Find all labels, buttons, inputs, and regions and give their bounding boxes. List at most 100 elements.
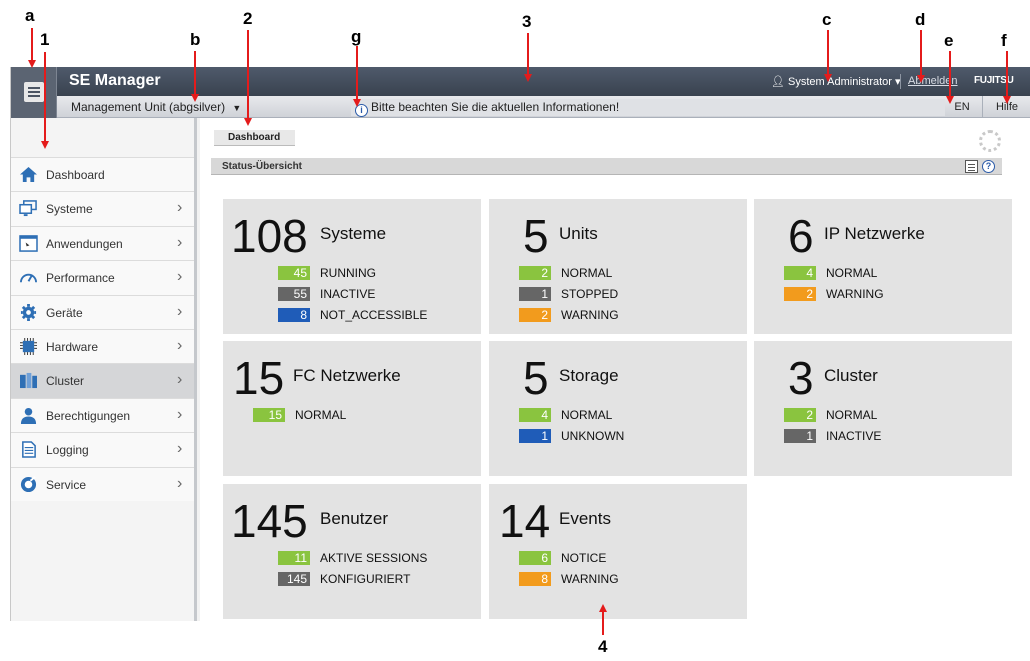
info-bar[interactable]: i Bitte beachten Sie die aktuellen Inform… <box>351 99 945 117</box>
status-count-badge: 8 <box>519 572 551 586</box>
gauge-icon <box>19 269 38 286</box>
status-label: NORMAL <box>295 408 347 422</box>
sidebar-item-label: Systeme <box>46 202 93 217</box>
status-label: NOT_ACCESSIBLE <box>320 308 428 322</box>
status-tile[interactable]: 14 Events 6 NOTICE 8 WARNING <box>489 484 747 619</box>
cluster-icon <box>19 372 38 389</box>
tile-count: 108 <box>231 210 308 262</box>
status-count-badge: 4 <box>784 266 816 280</box>
service-icon <box>19 475 38 493</box>
user-icon <box>19 407 38 424</box>
tile-title: FC Netzwerke <box>293 366 401 385</box>
section-title: Status-Übersicht <box>222 161 303 172</box>
tile-count: 14 <box>499 495 551 547</box>
main-content: Dashboard Status-Übersicht ? 108 Systeme 4… <box>200 118 1030 621</box>
sidebar-item-hardware[interactable]: Hardware › <box>11 328 194 364</box>
brand-logo: FUJITSU <box>974 75 1014 86</box>
user-menu[interactable]: 👤︎ System Administrator ▾ <box>771 75 901 88</box>
tile-count: 15 <box>233 352 285 404</box>
status-tile[interactable]: 6 IP Netzwerke 4 NORMAL 2 WARNING <box>754 199 1012 334</box>
section-header: Status-Übersicht ? <box>211 158 1002 175</box>
annotation-1: 1 <box>40 30 50 49</box>
status-tile[interactable]: 3 Cluster 2 NORMAL 1 INACTIVE <box>754 341 1012 476</box>
status-label: AKTIVE SESSIONS <box>320 551 428 565</box>
help-icon[interactable]: ? <box>982 160 995 173</box>
status-label: NORMAL <box>826 408 878 422</box>
status-count-badge: 11 <box>278 551 310 565</box>
status-count-badge: 2 <box>519 308 551 322</box>
status-label: UNKNOWN <box>561 429 625 443</box>
sidebar-item-label: Logging <box>46 443 89 458</box>
status-count-badge: 2 <box>519 266 551 280</box>
sidebar-item-geraete[interactable]: Geräte › <box>11 294 194 329</box>
sidebar-item-label: Performance <box>46 271 115 286</box>
tile-title: Systeme <box>320 224 387 243</box>
status-tile[interactable]: 5 Storage 4 NORMAL 1 UNKNOWN <box>489 341 747 476</box>
list-icon[interactable] <box>965 160 978 173</box>
sidebar: Dashboard Systeme › Anwendungen › Performance… <box>11 118 197 621</box>
sidebar-item-performance[interactable]: Performance › <box>11 260 194 295</box>
se-manager-app: SE Manager 👤︎ System Administrator ▾ Abm… <box>10 67 1030 621</box>
tile-title: Cluster <box>824 366 878 385</box>
status-label: INACTIVE <box>320 287 376 301</box>
chevron-right-icon: › <box>177 233 183 251</box>
document-icon <box>19 441 38 458</box>
tile-count: 6 <box>788 210 814 262</box>
chevron-right-icon: › <box>177 268 183 286</box>
chevron-right-icon: › <box>177 371 183 389</box>
status-tile[interactable]: 108 Systeme 45 RUNNING 55 INACTIVE 8 NOT_ACCESS… <box>223 199 481 334</box>
chevron-right-icon: › <box>177 405 183 423</box>
loading-spinner-icon <box>979 130 1001 152</box>
annotation-3: 3 <box>522 12 532 31</box>
status-label: RUNNING <box>320 266 376 280</box>
status-count-badge: 1 <box>519 429 551 443</box>
sidebar-item-service[interactable]: Service › <box>11 466 194 501</box>
status-count-badge: 6 <box>519 551 551 565</box>
window-icon <box>19 234 38 252</box>
annotation-a: a <box>25 6 35 25</box>
chevron-right-icon: › <box>177 336 183 354</box>
sidebar-item-anwendungen[interactable]: Anwendungen › <box>11 225 194 261</box>
sidebar-nav: Dashboard Systeme › Anwendungen › Performance… <box>11 157 194 501</box>
help-button[interactable]: Hilfe <box>982 96 1030 118</box>
monitor-icon <box>19 200 38 217</box>
sidebar-item-logging[interactable]: Logging › <box>11 432 194 467</box>
tile-count: 3 <box>788 352 814 404</box>
chevron-right-icon: › <box>177 302 183 320</box>
status-count-badge: 145 <box>278 572 310 586</box>
sidebar-item-systeme[interactable]: Systeme › <box>11 191 194 226</box>
tile-count: 5 <box>523 210 549 262</box>
sidebar-item-berechtigungen[interactable]: Berechtigungen › <box>11 397 194 433</box>
header-divider <box>900 74 901 89</box>
tile-title: Events <box>559 509 611 528</box>
sidebar-item-cluster[interactable]: Cluster › <box>11 363 194 398</box>
status-label: INACTIVE <box>826 429 882 443</box>
status-label: WARNING <box>826 287 884 301</box>
status-count-badge: 2 <box>784 408 816 422</box>
annotation-f: f <box>1001 31 1007 50</box>
annotation-d: d <box>915 10 926 29</box>
language-switch[interactable]: EN <box>954 101 970 113</box>
status-label: STOPPED <box>561 287 619 301</box>
status-tile[interactable]: 5 Units 2 NORMAL 1 STOPPED 2 WARNING <box>489 199 747 334</box>
app-title: SE Manager <box>69 72 161 89</box>
unit-selector[interactable]: Management Unit (abgsilver) ▼ <box>71 100 241 114</box>
sidebar-item-label: Geräte <box>46 305 83 320</box>
status-tile[interactable]: 145 Benutzer 11 AKTIVE SESSIONS 145 KONFIGURI… <box>223 484 481 619</box>
chevron-right-icon: › <box>177 474 183 492</box>
status-tile[interactable]: 15 FC Netzwerke 15 NORMAL <box>223 341 481 476</box>
sidebar-item-dashboard[interactable]: Dashboard <box>11 157 194 192</box>
annotation-4: 4 <box>598 637 608 656</box>
sidebar-item-label: Hardware <box>46 339 99 354</box>
status-count-badge: 8 <box>278 308 310 322</box>
chevron-right-icon: › <box>177 440 183 458</box>
breadcrumb[interactable]: Dashboard <box>214 130 296 146</box>
menu-toggle-button[interactable] <box>11 67 57 118</box>
tile-title: Storage <box>559 366 619 385</box>
home-icon <box>19 166 38 183</box>
status-count-badge: 1 <box>784 429 816 443</box>
annotation-b: b <box>190 30 201 49</box>
status-label: NORMAL <box>561 266 613 280</box>
chip-icon <box>19 337 38 355</box>
status-count-badge: 4 <box>519 408 551 422</box>
